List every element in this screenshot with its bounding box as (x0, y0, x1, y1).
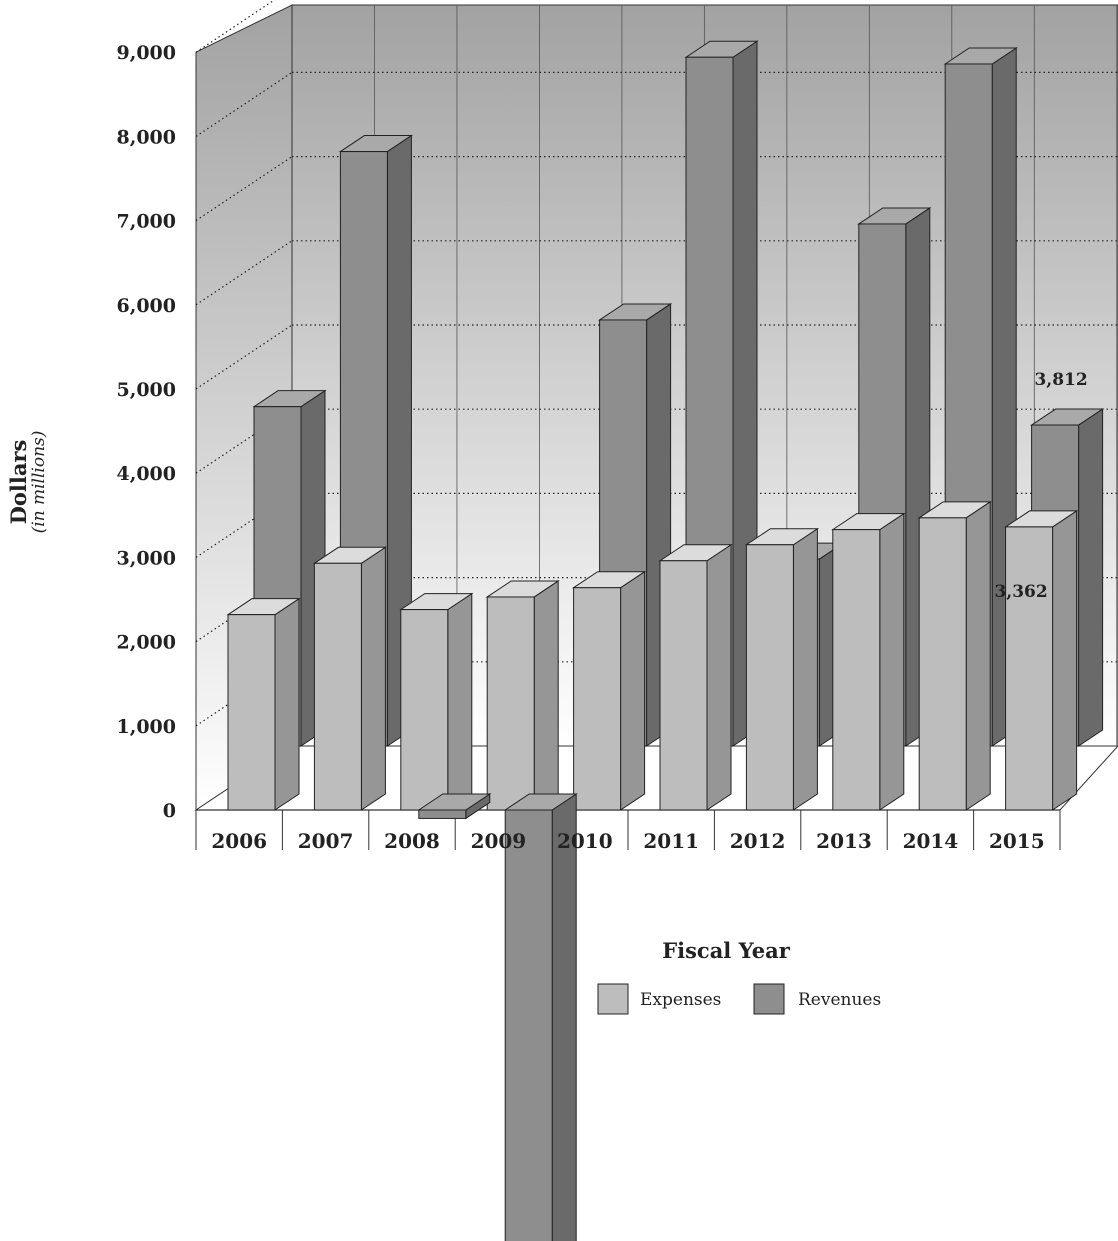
expenses-bar-2013-front (832, 529, 881, 811)
revenues-bar-2015-side (1078, 408, 1104, 747)
x-tick-label: 2012 (730, 829, 786, 853)
gridline-side (195, 0, 276, 53)
gridline-side (195, 661, 293, 727)
x-tick-label: 2013 (816, 829, 872, 853)
expenses-bar-2006 (226, 597, 301, 811)
expenses-bar-2013 (831, 512, 906, 811)
expenses-bar-2014-front (918, 517, 967, 811)
data-label: 3,812 (1034, 370, 1087, 390)
expenses-bar-2012-front (745, 544, 794, 811)
expenses-bar-2009 (485, 580, 560, 811)
y-tick-label: 6,000 (117, 295, 177, 317)
x-tick-label: 2015 (989, 829, 1045, 853)
expenses-bar-2010-front (573, 587, 622, 811)
legend-label-expenses: Expenses (640, 990, 721, 1010)
y-tick-label: 8,000 (117, 126, 177, 148)
x-tick-label: 2008 (384, 829, 440, 853)
expenses-bar-2011 (658, 543, 733, 811)
expenses-bar-2012 (744, 527, 820, 811)
expenses-bar-2009-front (486, 596, 535, 811)
expenses-bar-2014-side (965, 500, 991, 811)
expenses-bar-2014 (917, 500, 992, 811)
expenses-bar-2010 (571, 570, 647, 811)
gridline-side (195, 492, 293, 558)
legend-swatch-revenues (753, 983, 785, 1015)
gridline-side (195, 324, 293, 390)
revenues-bar-2008-front (418, 809, 467, 819)
y-tick-label: 9,000 (117, 42, 177, 64)
expenses-bar-2007 (312, 546, 388, 811)
expenses-bar-2013-side (879, 512, 905, 811)
legend-label-revenues: Revenues (798, 990, 881, 1010)
expenses-bar-2006-front (227, 614, 276, 811)
expenses-bar-2007-side (360, 546, 386, 811)
gridline-side (195, 408, 293, 474)
expenses-bar-2006-side (274, 597, 300, 811)
y-tick-label: 5,000 (117, 379, 177, 401)
x-axis-title: Fiscal Year (662, 938, 791, 963)
expenses-bar-2011-side (706, 543, 732, 811)
x-tick-label: 2014 (903, 829, 959, 853)
x-tick-label: 2009 (471, 829, 527, 853)
expenses-bar-2012-side (792, 527, 818, 811)
revenues-bar-2008 (417, 793, 492, 820)
expenses-bar-2011-front (659, 560, 708, 811)
x-tick-label: 2006 (211, 829, 267, 853)
y-axis-subtitle: (in millions) (29, 431, 49, 534)
gridline-side (195, 577, 293, 643)
expenses-bar-2015-side (1052, 509, 1078, 811)
y-tick-label: 3,000 (117, 547, 177, 569)
expenses-bar-2015-front (1005, 526, 1054, 811)
y-tick-label: 7,000 (117, 211, 177, 233)
y-axis-title: Dollars (6, 440, 31, 525)
gridline-side (195, 240, 293, 306)
x-tick-label: 2011 (643, 829, 699, 853)
expenses-bar-2008-side (447, 592, 473, 811)
x-tick-label: 2010 (557, 829, 613, 853)
y-tick-label: 2,000 (117, 632, 177, 654)
expenses-bar-2009-side (533, 580, 559, 811)
data-label: 3,362 (994, 582, 1047, 602)
y-tick-label: 4,000 (117, 463, 177, 485)
expenses-bar-2007-front (313, 562, 362, 811)
expenses-bar-2010-side (620, 570, 646, 811)
x-tick-label: 2007 (298, 829, 354, 853)
revenues-bar-2009-front (504, 809, 553, 1241)
labels: 0 1,000 2,000 3,000 4,000 5,000 6,000 7,000 8,00… (6, 42, 1088, 1015)
expenses-bar-2015 (1003, 509, 1079, 811)
bars (226, 40, 1105, 1241)
revenues-bar-2009 (503, 793, 578, 1241)
y-tick-label: 0 (163, 800, 176, 822)
gridline-side (195, 156, 293, 222)
revenues-bar-2009-side (551, 793, 577, 1241)
expenses-bar-2008 (399, 592, 474, 811)
legend-swatch-expenses (597, 983, 629, 1015)
expenses-bar-2008-front (400, 609, 449, 811)
y-tick-label: 1,000 (117, 716, 177, 738)
gridline-side (195, 71, 293, 137)
